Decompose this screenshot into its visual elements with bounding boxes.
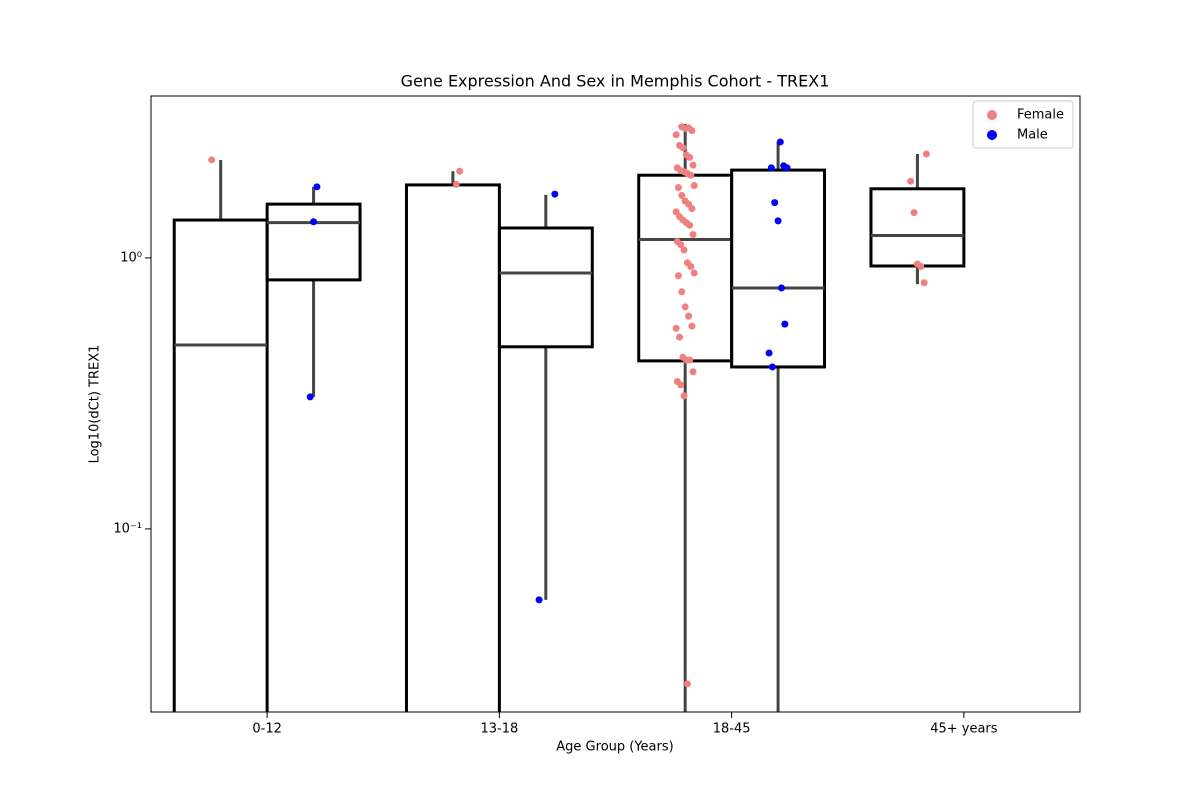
- data-point: [781, 320, 789, 328]
- x-tick-label: 45+ years: [930, 722, 998, 737]
- data-point: [452, 180, 460, 188]
- legend-marker: [987, 110, 997, 120]
- data-point: [310, 218, 318, 226]
- legend-marker: [987, 130, 997, 140]
- data-point: [690, 269, 698, 277]
- data-point: [907, 177, 915, 185]
- data-point: [674, 272, 682, 280]
- legend-label: Male: [1017, 128, 1048, 143]
- data-point: [672, 131, 680, 139]
- data-point: [306, 393, 314, 401]
- data-point: [687, 171, 695, 179]
- data-point: [313, 183, 321, 191]
- data-point: [678, 192, 686, 200]
- data-point: [920, 279, 928, 287]
- data-point: [688, 205, 696, 213]
- data-point: [535, 596, 543, 604]
- x-axis-label: Age Group (Years): [556, 740, 673, 755]
- data-point: [777, 284, 785, 292]
- data-point: [686, 153, 694, 161]
- data-point: [765, 349, 773, 357]
- box: [265, 202, 362, 282]
- x-tick-label: 13-18: [480, 722, 518, 737]
- data-point: [676, 333, 684, 341]
- data-point: [681, 303, 689, 311]
- legend-label: Female: [1017, 108, 1064, 123]
- box: [404, 183, 501, 712]
- data-point: [688, 322, 696, 330]
- data-point: [456, 167, 464, 175]
- data-point: [922, 150, 930, 158]
- box: [730, 168, 827, 369]
- data-point: [208, 156, 216, 164]
- data-point: [680, 246, 688, 254]
- data-point: [917, 262, 925, 270]
- data-point: [776, 138, 784, 146]
- data-point: [677, 241, 685, 249]
- y-axis-label: Log10(dCt) TREX1: [88, 345, 103, 464]
- data-point: [672, 208, 680, 216]
- data-point: [783, 164, 791, 172]
- data-point: [687, 262, 695, 270]
- data-point: [679, 144, 687, 152]
- box: [172, 218, 269, 712]
- data-point: [689, 231, 697, 239]
- data-point: [677, 381, 685, 389]
- data-point: [678, 288, 686, 296]
- data-point: [672, 324, 680, 332]
- data-point: [910, 209, 918, 217]
- data-point: [771, 199, 779, 207]
- box: [497, 226, 594, 349]
- box: [869, 187, 966, 268]
- chart-title: Gene Expression And Sex in Memphis Cohor…: [401, 72, 830, 91]
- data-point: [767, 164, 775, 172]
- y-tick-label: 10⁻¹: [113, 521, 142, 536]
- data-point: [685, 312, 693, 320]
- data-point: [683, 680, 691, 688]
- data-point: [680, 392, 688, 400]
- y-tick-label: 10⁰: [120, 250, 142, 265]
- data-point: [689, 368, 697, 376]
- data-point: [690, 182, 698, 190]
- x-tick-label: 0-12: [252, 722, 282, 737]
- data-point: [688, 127, 696, 135]
- legend-frame: [972, 100, 1074, 149]
- data-point: [674, 183, 682, 191]
- plot-frame: [150, 95, 1081, 713]
- data-point: [774, 217, 782, 225]
- plot-area: [172, 123, 966, 712]
- x-tick-label: 18-45: [713, 722, 751, 737]
- data-point: [551, 190, 559, 198]
- data-point: [689, 161, 697, 169]
- data-point: [686, 221, 694, 229]
- data-point: [686, 356, 694, 364]
- data-point: [768, 363, 776, 371]
